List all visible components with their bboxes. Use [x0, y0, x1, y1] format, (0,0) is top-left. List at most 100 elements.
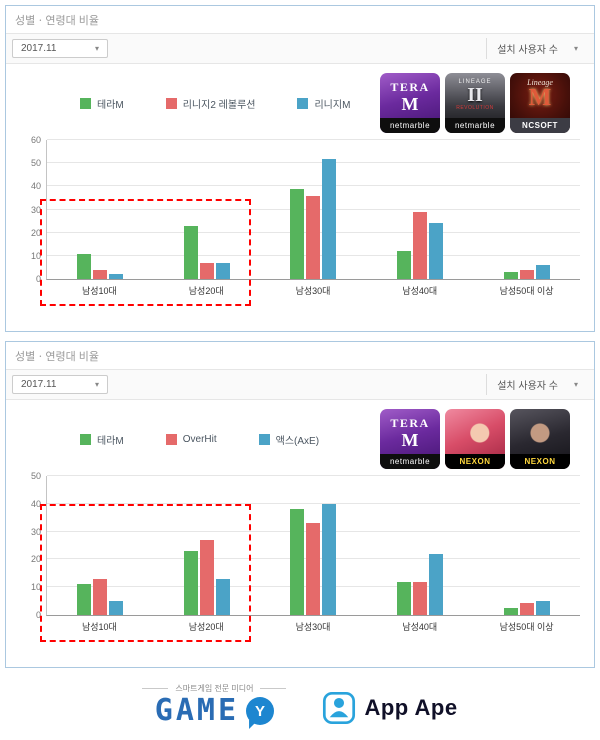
panel-title: 성별ㆍ연령대 비율: [15, 15, 100, 27]
bar-group: [154, 476, 261, 615]
x-axis-labels: 남성10대 남성20대 남성30대 남성40대 남성50대 이상: [46, 616, 580, 633]
bar-OverHit-남성10대: [93, 578, 108, 615]
bar-group: [260, 140, 367, 279]
chevron-down-icon: ▾: [573, 44, 578, 53]
bar-테라M-남성30대: [290, 188, 305, 279]
bar-테라M-남성50대 이상: [503, 272, 518, 279]
gridline: 50: [31, 158, 580, 168]
bar-리니지2 레볼루션-남성50대 이상: [519, 269, 534, 279]
monkey-icon: [323, 691, 356, 725]
app-icon-text: M: [528, 85, 552, 111]
legend-item: 리니지M: [297, 96, 350, 111]
gamey-wordmark: GAME: [154, 693, 240, 728]
x-axis-label: 남성30대: [295, 622, 331, 632]
y-tick-label: 50: [30, 471, 41, 481]
publisher-label: netmarble: [380, 118, 440, 133]
app-icon-tera-m: TERA M netmarble: [380, 409, 440, 469]
legend-label: 액스(AxE): [275, 435, 320, 447]
toolbar: 2017.11 ▾ 설치 사용자 수 ▾: [6, 369, 594, 400]
app-icon-text: M: [401, 430, 419, 450]
footer: 스마트게임 전문 미디어 GAME Y App Ape: [0, 677, 600, 740]
gridline: 60: [31, 135, 580, 145]
chart-head: 테라M OverHit 액스(AxE) TERA M netmarble NEX…: [6, 400, 594, 470]
x-axis-label: 남성10대: [81, 622, 117, 632]
app-icons: TERA M netmarble LINEAGE II REVOLUTION n…: [380, 73, 570, 133]
bar-리니지2 레볼루션-남성30대: [306, 195, 321, 279]
chart-panel-2: 성별ㆍ연령대 비율 2017.11 ▾ 설치 사용자 수 ▾ 테라M OverH…: [5, 341, 595, 668]
legend-item: OverHit: [165, 432, 217, 447]
plot-area: 0 10 20 30 40 50: [31, 471, 580, 642]
x-axis-label: 남성10대: [81, 286, 117, 296]
app-icons: TERA M netmarble NEXON NEXON: [380, 409, 570, 469]
y-tick-label: 60: [30, 135, 41, 145]
bar-group: [154, 140, 261, 279]
bar-테라M-남성20대: [183, 551, 198, 615]
metric-dropdown[interactable]: 설치 사용자 수 ▾: [486, 374, 588, 395]
bar-액스(AxE)-남성50대 이상: [535, 601, 550, 615]
app-icon-text: TERA: [390, 416, 430, 430]
app-icon-lineage-m: Lineage M NCSOFT: [510, 73, 570, 133]
y-tick-label: 30: [30, 526, 41, 537]
appape-wordmark: App Ape: [364, 695, 458, 720]
gamey-bubble-letter: Y: [255, 702, 266, 720]
bar-테라M-남성50대 이상: [503, 608, 518, 615]
bar-테라M-남성30대: [290, 509, 305, 615]
publisher-label: netmarble: [380, 454, 440, 469]
publisher-label: NEXON: [510, 454, 570, 469]
y-tick-label: 20: [30, 227, 41, 238]
x-axis-label: 남성30대: [295, 286, 331, 296]
period-dropdown[interactable]: 2017.11 ▾: [12, 39, 108, 58]
period-value: 2017.11: [21, 379, 57, 390]
bar-group: [47, 140, 154, 279]
chevron-down-icon: ▾: [94, 380, 99, 389]
bar-테라M-남성10대: [77, 253, 92, 279]
bar-테라M-남성10대: [77, 584, 92, 615]
period-value: 2017.11: [21, 43, 57, 54]
y-tick-label: 40: [30, 498, 41, 509]
appape-logo: App Ape: [322, 691, 457, 726]
app-icon-overhit: NEXON: [445, 409, 505, 469]
bar-리니지M-남성10대: [109, 274, 124, 279]
publisher-label: NEXON: [445, 454, 505, 469]
app-icon-text: Lineage: [527, 78, 553, 87]
chevron-down-icon: ▾: [94, 44, 99, 53]
gamey-caption: 스마트게임 전문 미디어: [142, 683, 287, 694]
legend-label: 테라M: [97, 435, 124, 447]
publisher-label: netmarble: [445, 118, 505, 133]
chart-head: 테라M 리니지2 레볼루션 리니지M TERA M netmarble LINE…: [6, 64, 594, 134]
legend-item: 테라M: [80, 432, 124, 447]
y-tick-label: 0: [35, 274, 41, 284]
bar-리니지M-남성20대: [215, 262, 230, 279]
publisher-label: NCSOFT: [510, 118, 570, 133]
bar-리니지M-남성30대: [322, 158, 337, 279]
app-icon-tera-m: TERA M netmarble: [380, 73, 440, 133]
app-icon-lineage2-revolution: LINEAGE II REVOLUTION netmarble: [445, 73, 505, 133]
bar-OverHit-남성40대: [413, 581, 428, 615]
plot-area: 0 10 20 30 40 50 60: [31, 135, 580, 306]
legend-label: 리니지2 레볼루션: [182, 99, 256, 111]
bar-리니지M-남성50대 이상: [535, 265, 550, 279]
period-dropdown[interactable]: 2017.11 ▾: [12, 375, 108, 394]
bar-액스(AxE)-남성10대: [109, 601, 124, 615]
bar-테라M-남성40대: [397, 251, 412, 279]
app-icon-text: M: [401, 94, 419, 114]
toolbar: 2017.11 ▾ 설치 사용자 수 ▾: [6, 33, 594, 64]
legend-swatch: [258, 433, 270, 445]
chart-panel-1: 성별ㆍ연령대 비율 2017.11 ▾ 설치 사용자 수 ▾ 테라M 리니지2 …: [5, 5, 595, 332]
bar-group: [473, 140, 580, 279]
x-axis-label: 남성50대 이상: [499, 286, 554, 296]
bar-리니지M-남성40대: [429, 223, 444, 279]
legend-label: 리니지M: [314, 99, 351, 111]
bar-리니지2 레볼루션-남성40대: [413, 211, 428, 279]
metric-dropdown[interactable]: 설치 사용자 수 ▾: [486, 38, 588, 59]
bar-액스(AxE)-남성30대: [322, 503, 337, 615]
bar-리니지2 레볼루션-남성20대: [199, 262, 214, 279]
legend-item: 액스(AxE): [258, 432, 320, 447]
bar-테라M-남성20대: [183, 225, 198, 279]
legend-label: 테라M: [97, 99, 124, 111]
speech-bubble-icon: Y: [246, 697, 275, 725]
bar-OverHit-남성30대: [306, 523, 321, 615]
bar-group: [260, 476, 367, 615]
gamey-logo: 스마트게임 전문 미디어 GAME Y: [142, 683, 287, 728]
x-axis-label: 남성20대: [188, 286, 224, 296]
